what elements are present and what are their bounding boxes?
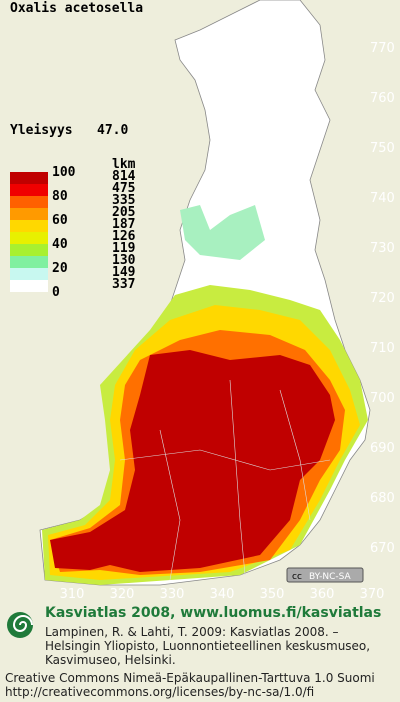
badge-icon: cc xyxy=(292,572,302,582)
northing-tick: 700 xyxy=(370,391,395,406)
citation-line: Lampinen, R. & Lahti, T. 2009: Kasviatla… xyxy=(45,625,339,639)
northing-tick: 750 xyxy=(370,141,395,156)
license-line: Creative Commons Nimeä-Epäkaupallinen-Ta… xyxy=(5,671,375,685)
scale-label: 80 xyxy=(52,189,68,204)
easting-tick: 320 xyxy=(110,587,135,602)
scale-label: 0 xyxy=(52,285,60,300)
northing-tick: 690 xyxy=(370,441,395,456)
count-header: lkm xyxy=(112,157,136,172)
citation: Lampinen, R. & Lahti, T. 2009: Kasviatla… xyxy=(45,625,370,667)
legend-swatch xyxy=(10,172,48,184)
easting-tick: 370 xyxy=(360,587,385,602)
easting-tick: 360 xyxy=(310,587,335,602)
northing-tick: 760 xyxy=(370,91,395,106)
count-value: 126 xyxy=(112,229,136,244)
grid-lines xyxy=(119,379,331,581)
zone-dark-red xyxy=(50,350,335,572)
logo xyxy=(7,612,33,638)
northing-tick: 710 xyxy=(370,341,395,356)
scale-label: 40 xyxy=(52,237,68,252)
easting-tick: 310 xyxy=(60,587,85,602)
easting-tick: 350 xyxy=(260,587,285,602)
frequency-value: 47.0 xyxy=(97,123,128,138)
count-value: 119 xyxy=(112,241,135,256)
count-value: 814 xyxy=(112,169,136,184)
legend-swatch xyxy=(10,280,48,292)
northing-tick: 740 xyxy=(370,191,395,206)
legend-swatch xyxy=(10,220,48,232)
zone-light xyxy=(180,205,265,260)
footer-heading: Kasviatlas 2008, www.luomus.fi/kasviatla… xyxy=(45,605,381,621)
count-value: 205 xyxy=(112,205,135,220)
license-badge: cc BY-NC-SA xyxy=(286,567,364,583)
count-value: 337 xyxy=(112,277,135,292)
license-line: http://creativecommons.org/licenses/by-n… xyxy=(5,685,314,699)
northing-tick: 680 xyxy=(370,491,395,506)
legend-swatch xyxy=(10,208,48,220)
legend-swatch xyxy=(10,184,48,196)
count-value: 130 xyxy=(112,253,136,268)
northing-tick: 720 xyxy=(370,291,395,306)
frequency-label: Yleisyys xyxy=(10,123,73,138)
easting-tick: 340 xyxy=(210,587,235,602)
count-value: 149 xyxy=(112,265,135,280)
citation-line: Kasvimuseo, Helsinki. xyxy=(45,653,176,667)
count-value: 187 xyxy=(112,217,135,232)
scale-label: 60 xyxy=(52,213,68,228)
legend-swatch xyxy=(10,196,48,208)
legend-swatch xyxy=(10,244,48,256)
northing-tick: 730 xyxy=(370,241,395,256)
legend-swatch xyxy=(10,256,48,268)
northing-tick: 770 xyxy=(370,41,395,56)
scale-label: 100 xyxy=(52,165,76,180)
count-value: 475 xyxy=(112,181,135,196)
northing-tick: 670 xyxy=(370,541,395,556)
legend-swatch xyxy=(10,232,48,244)
map-ticks: 770 760 750 740 730 720 710 700 690 680 670 310 320 3… xyxy=(60,41,395,602)
citation-line: Helsingin Yliopisto, Luonnontieteellinen… xyxy=(45,639,370,653)
badge-text: BY-NC-SA xyxy=(309,572,352,582)
easting-tick: 330 xyxy=(160,587,185,602)
scale-label: 20 xyxy=(52,261,68,276)
legend-swatch xyxy=(10,268,48,280)
map xyxy=(39,0,371,586)
license: Creative Commons Nimeä-Epäkaupallinen-Ta… xyxy=(5,671,375,699)
species-title: Oxalis acetosella xyxy=(10,1,143,16)
count-value: 335 xyxy=(112,193,135,208)
